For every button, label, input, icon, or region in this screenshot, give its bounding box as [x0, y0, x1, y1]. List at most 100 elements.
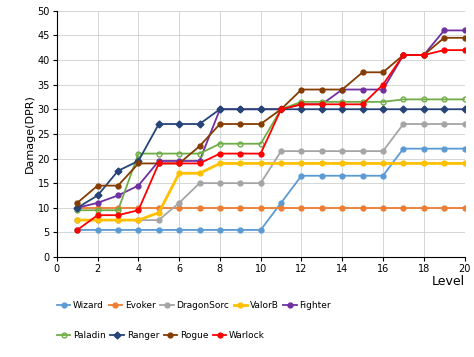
DragonSorc [258, 181, 264, 185]
Fighter [401, 53, 406, 57]
ValorB [115, 218, 121, 222]
Warlock [441, 48, 447, 52]
Wizard [176, 228, 182, 232]
Rogue [278, 107, 284, 111]
Wizard [421, 146, 427, 151]
Fighter [299, 102, 304, 106]
Wizard [74, 228, 80, 232]
Paladin [441, 97, 447, 101]
Paladin [360, 100, 365, 104]
Ranger [401, 107, 406, 111]
Rogue [156, 161, 162, 166]
ValorB [462, 161, 467, 166]
Paladin [176, 151, 182, 156]
Ranger [237, 107, 243, 111]
DragonSorc [237, 181, 243, 185]
ValorB [156, 211, 162, 215]
Paladin [421, 97, 427, 101]
Rogue [319, 87, 325, 92]
Fighter [136, 183, 141, 188]
Ranger [258, 107, 264, 111]
Paladin [258, 142, 264, 146]
Fighter [339, 87, 345, 92]
Rogue [299, 87, 304, 92]
Rogue [237, 122, 243, 126]
ValorB [197, 171, 202, 175]
Rogue [115, 183, 121, 188]
Evoker [136, 206, 141, 210]
Ranger [176, 122, 182, 126]
Paladin [401, 97, 406, 101]
Fighter [380, 87, 386, 92]
Wizard [258, 228, 264, 232]
Evoker [360, 206, 365, 210]
ValorB [299, 161, 304, 166]
Warlock [299, 102, 304, 106]
Evoker [258, 206, 264, 210]
Evoker [441, 206, 447, 210]
Ranger [74, 206, 80, 210]
Y-axis label: Damage(DPR): Damage(DPR) [25, 95, 35, 173]
Warlock [74, 228, 80, 232]
DragonSorc [217, 181, 223, 185]
ValorB [95, 218, 100, 222]
Fighter [462, 28, 467, 32]
ValorB [74, 218, 80, 222]
Line: Wizard: Wizard [75, 146, 467, 232]
DragonSorc [176, 201, 182, 205]
Fighter [258, 107, 264, 111]
Wizard [156, 228, 162, 232]
Line: Warlock: Warlock [75, 48, 467, 232]
Fighter [360, 87, 365, 92]
Evoker [74, 206, 80, 210]
Fighter [176, 159, 182, 163]
Rogue [339, 87, 345, 92]
Rogue [176, 161, 182, 166]
DragonSorc [319, 149, 325, 153]
Rogue [360, 70, 365, 75]
Paladin [380, 100, 386, 104]
DragonSorc [401, 122, 406, 126]
Ranger [319, 107, 325, 111]
Ranger [278, 107, 284, 111]
ValorB [176, 171, 182, 175]
Wizard [401, 146, 406, 151]
Legend: Paladin, Ranger, Rogue, Warlock: Paladin, Ranger, Rogue, Warlock [57, 331, 265, 340]
Rogue [462, 36, 467, 40]
ValorB [360, 161, 365, 166]
Wizard [462, 146, 467, 151]
DragonSorc [421, 122, 427, 126]
Wizard [217, 228, 223, 232]
Rogue [441, 36, 447, 40]
Line: Evoker: Evoker [75, 205, 467, 210]
Wizard [299, 174, 304, 178]
Rogue [401, 53, 406, 57]
Line: Fighter: Fighter [75, 28, 467, 210]
Line: Ranger: Ranger [75, 107, 467, 210]
DragonSorc [278, 149, 284, 153]
Fighter [156, 159, 162, 163]
Evoker [401, 206, 406, 210]
Ranger [339, 107, 345, 111]
Ranger [421, 107, 427, 111]
Evoker [319, 206, 325, 210]
Wizard [360, 174, 365, 178]
Warlock [258, 151, 264, 156]
Fighter [237, 107, 243, 111]
Ranger [197, 122, 202, 126]
Evoker [176, 206, 182, 210]
Ranger [217, 107, 223, 111]
Line: Rogue: Rogue [75, 35, 467, 205]
Evoker [217, 206, 223, 210]
Rogue [421, 53, 427, 57]
Fighter [115, 193, 121, 197]
Wizard [278, 201, 284, 205]
ValorB [237, 161, 243, 166]
Evoker [156, 206, 162, 210]
ValorB [258, 161, 264, 166]
Rogue [95, 183, 100, 188]
Rogue [258, 122, 264, 126]
Rogue [217, 122, 223, 126]
Paladin [462, 97, 467, 101]
Line: ValorB: ValorB [75, 161, 467, 222]
